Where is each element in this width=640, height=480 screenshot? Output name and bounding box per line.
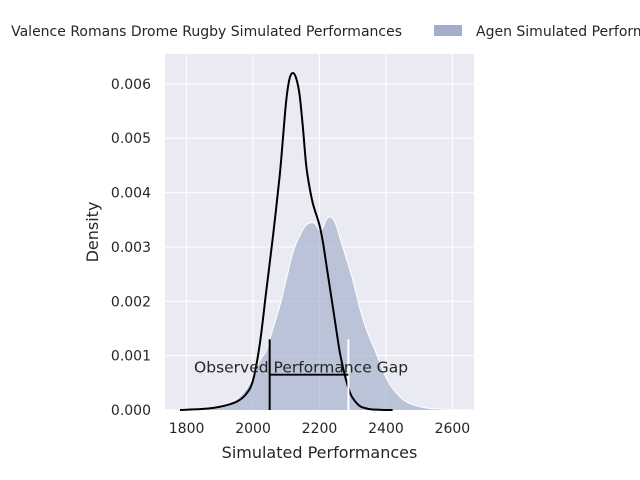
legend-label-valence: Valence Romans Drome Rugby Simulated Per…: [11, 24, 402, 40]
agen-density-area: [179, 216, 466, 411]
x-tick-label: 2000: [235, 421, 271, 437]
x-tick-label: 2200: [302, 421, 338, 437]
x-tick-label: 1800: [169, 421, 205, 437]
legend-swatch-agen: [434, 25, 462, 36]
performance-gap-annotation: Observed Performance Gap: [194, 339, 408, 410]
legend-label-agen: Agen Simulated Performances: [476, 24, 640, 40]
y-tick-label: 0.003: [111, 240, 151, 256]
agen-density-edge: [179, 216, 466, 411]
y-tick-label: 0.004: [111, 186, 151, 202]
gap-annotation-label: Observed Performance Gap: [194, 359, 408, 377]
x-tick-label: 2600: [435, 421, 471, 437]
y-tick-label: 0.000: [111, 403, 151, 419]
valence-density-line: [179, 72, 393, 412]
y-tick-label: 0.005: [111, 131, 151, 147]
legend: Valence Romans Drome Rugby Simulated Per…: [11, 24, 640, 40]
x-axis-label: Simulated Performances: [222, 443, 418, 462]
y-tick-label: 0.002: [111, 294, 151, 310]
x-tick-labels: 1800 2000 2200 2400 2600: [169, 421, 470, 437]
y-axis-label: Density: [83, 202, 102, 263]
y-tick-label: 0.006: [111, 77, 151, 93]
agen-density-fill: [179, 217, 466, 410]
valence-density-curve: [179, 72, 393, 412]
y-tick-label: 0.001: [111, 349, 151, 365]
x-tick-label: 2400: [368, 421, 404, 437]
y-tick-labels: 0.000 0.001 0.002 0.003 0.004 0.005 0.006: [111, 77, 151, 419]
